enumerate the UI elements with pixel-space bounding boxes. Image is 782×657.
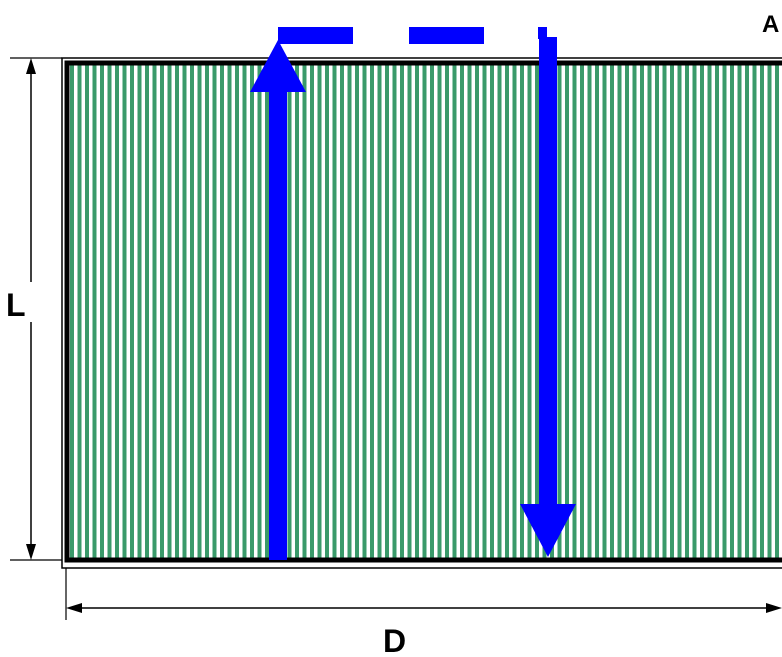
outer-frame bbox=[61, 57, 782, 569]
d-dimension-arrow bbox=[66, 603, 782, 613]
corner-label: A bbox=[762, 11, 779, 38]
width-label: D bbox=[383, 623, 406, 657]
flow-dashed-crossover-icon bbox=[278, 27, 547, 44]
striped-channel-body bbox=[68, 63, 782, 559]
inner-frame bbox=[64, 60, 782, 563]
flow-up-arrow-icon bbox=[250, 40, 306, 560]
length-label: L bbox=[6, 287, 26, 323]
flow-down-arrow-icon bbox=[520, 37, 576, 557]
